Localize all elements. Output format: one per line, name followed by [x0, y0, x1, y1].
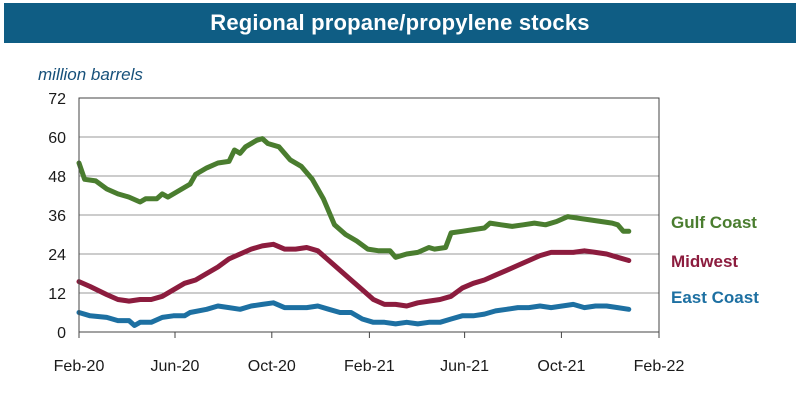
y-tick-label: 0	[57, 325, 66, 342]
series-labels: Gulf Coast Midwest East Coast	[671, 213, 759, 307]
chart-title: Regional propane/propylene stocks	[210, 10, 590, 35]
y-tick-labels: 0 12 24 36 48 60 72	[48, 91, 66, 342]
series-label: Midwest	[671, 252, 738, 271]
x-tick-label: Oct-21	[537, 358, 585, 375]
x-tick-label: Feb-20	[54, 358, 105, 375]
x-tick-label: Feb-22	[634, 358, 685, 375]
y-tick-label: 24	[48, 247, 66, 264]
y-tick-label: 36	[48, 208, 66, 225]
series-line-gulf-coast	[76, 136, 632, 260]
y-axis-unit-label: million barrels	[38, 65, 143, 84]
series-line-midwest	[76, 241, 632, 309]
x-tick-label: Feb-21	[344, 358, 395, 375]
y-tick-label: 60	[48, 130, 66, 147]
x-tick-label: Jun-20	[151, 358, 200, 375]
plot-frame	[78, 97, 660, 333]
chart-title-bar: Regional propane/propylene stocks	[4, 3, 796, 43]
series-line-east-coast	[76, 300, 632, 328]
x-tick-label: Oct-20	[248, 358, 296, 375]
series-label: Gulf Coast	[671, 213, 757, 232]
gridlines	[78, 136, 660, 338]
y-tick-label: 48	[48, 169, 66, 186]
x-tick-labels: Feb-20 Jun-20 Oct-20 Feb-21 Jun-21 Oct-21 Feb-…	[54, 358, 685, 375]
series-label: East Coast	[671, 288, 759, 307]
x-tick-label: Jun-21	[440, 358, 489, 375]
y-tick-label: 12	[48, 286, 66, 303]
y-tick-label: 72	[48, 91, 66, 108]
series-lines	[76, 136, 632, 328]
